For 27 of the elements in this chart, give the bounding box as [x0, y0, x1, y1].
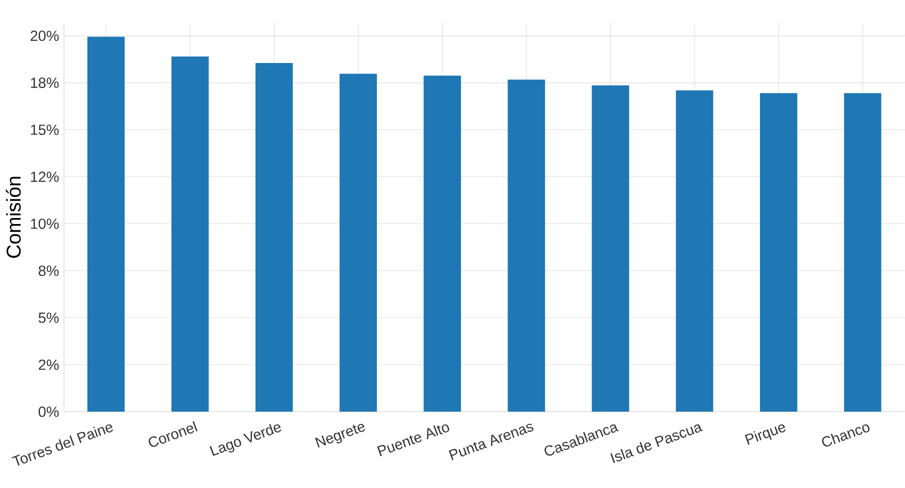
- x-tick-label: Punta Arenas: [448, 424, 534, 460]
- bar: [844, 93, 882, 412]
- bar: [760, 93, 798, 412]
- x-tick-label: Chanco: [822, 424, 870, 447]
- x-tick-label: Puente Alto: [377, 424, 450, 456]
- x-tick-label: Torres del Paine: [12, 424, 113, 466]
- x-tick-label: Lago Verde: [210, 424, 282, 456]
- y-tick-label: 10%: [31, 218, 59, 230]
- bar: [508, 80, 546, 412]
- bar: [340, 74, 377, 412]
- x-tick-label: Pirque: [744, 424, 786, 445]
- y-tick-label: 12%: [31, 172, 59, 182]
- y-tick-label: 20%: [30, 30, 59, 42]
- y-tick-label: 8%: [38, 266, 59, 276]
- y-tick-label: 15%: [31, 124, 59, 136]
- bar: [592, 86, 630, 412]
- y-tick-label: 5%: [38, 312, 59, 324]
- bar: [676, 90, 714, 412]
- bar: [87, 36, 125, 412]
- y-tick-label: 18%: [31, 78, 59, 88]
- y-tick-label: 2%: [38, 360, 59, 370]
- y-tick-label: 0%: [38, 406, 59, 418]
- x-tick-label: Negrete: [315, 424, 365, 448]
- bar: [256, 63, 293, 412]
- y-axis-title: Comisión: [6, 177, 21, 258]
- bar: [424, 76, 461, 412]
- bar: [171, 56, 209, 412]
